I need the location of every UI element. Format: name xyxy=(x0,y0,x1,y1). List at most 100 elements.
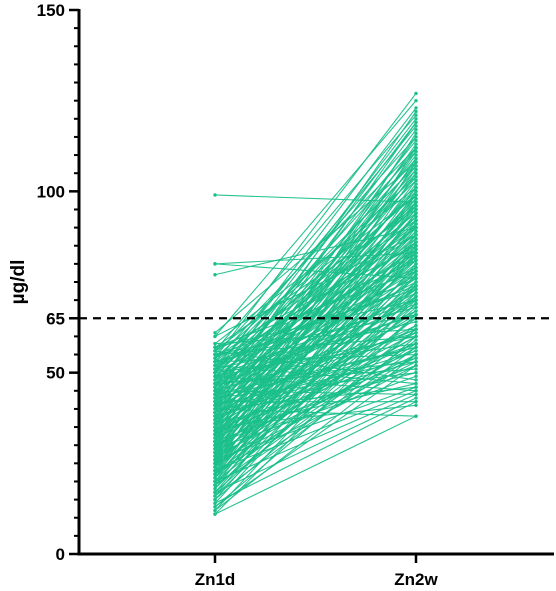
point-zn2w xyxy=(414,233,418,237)
point-zn2w xyxy=(414,146,418,150)
point-zn2w xyxy=(414,240,418,244)
point-zn2w xyxy=(414,225,418,230)
pair-line xyxy=(214,227,417,370)
point-zn1d xyxy=(213,465,217,469)
y-tick-label: 65 xyxy=(46,309,65,328)
x-tick-label: Zn2w xyxy=(394,570,438,589)
point-zn2w xyxy=(414,109,418,114)
y-tick-label: 50 xyxy=(46,364,65,383)
point-zn1d xyxy=(213,472,217,476)
point-zn2w xyxy=(414,171,418,175)
point-zn1d xyxy=(213,331,217,335)
point-zn2w xyxy=(414,305,418,310)
point-zn2w xyxy=(414,298,418,302)
pair-line xyxy=(214,335,417,377)
point-zn2w xyxy=(414,193,418,197)
pair-line xyxy=(214,346,417,497)
point-zn2w xyxy=(414,331,418,335)
point-zn2w xyxy=(414,338,418,342)
y-tick-label: 150 xyxy=(37,1,65,20)
point-zn2w xyxy=(414,149,418,154)
point-zn1d xyxy=(213,356,217,360)
point-zn1d xyxy=(213,381,217,386)
pair-line xyxy=(214,118,417,381)
pair-line xyxy=(214,194,417,464)
point-zn2w xyxy=(414,182,418,186)
point-zn2w xyxy=(414,229,418,233)
pair-line xyxy=(214,314,417,356)
pair-line xyxy=(214,191,417,471)
point-zn2w xyxy=(414,218,418,223)
point-zn1d xyxy=(213,501,217,505)
point-zn1d xyxy=(213,367,217,371)
point-zn1d xyxy=(213,425,217,429)
point-zn2w xyxy=(414,269,418,273)
pair-line xyxy=(214,212,417,475)
pair-line xyxy=(214,114,417,352)
point-zn2w xyxy=(414,215,418,219)
point-zn1d xyxy=(213,487,217,491)
point-zn2w xyxy=(414,378,418,382)
point-zn1d xyxy=(213,399,217,404)
point-zn1d xyxy=(213,461,217,466)
pair-line xyxy=(214,107,417,373)
point-zn2w xyxy=(414,160,418,165)
point-zn2w xyxy=(414,345,418,349)
point-zn2w xyxy=(414,320,418,324)
pair-lines xyxy=(214,93,417,515)
point-zn1d xyxy=(213,505,217,509)
x-tick-label: Zn1d xyxy=(195,570,236,589)
y-axis-title: µg/dl xyxy=(8,260,29,305)
pair-line xyxy=(214,245,417,490)
point-zn2w xyxy=(414,294,418,299)
pair-line xyxy=(214,390,417,472)
point-zn2w xyxy=(414,309,418,313)
pair-line xyxy=(214,158,417,450)
point-zn1d xyxy=(213,468,217,473)
point-zn2w xyxy=(414,367,418,371)
pair-line xyxy=(214,122,417,410)
pair-line xyxy=(214,343,417,475)
point-zn2w xyxy=(414,196,418,201)
pair-line xyxy=(214,296,417,464)
point-zn2w xyxy=(414,287,418,291)
pair-line xyxy=(214,274,417,500)
point-zn2w xyxy=(414,156,418,161)
point-zn1d xyxy=(213,454,217,458)
point-zn2w xyxy=(414,142,418,146)
point-zn1d xyxy=(213,349,217,353)
point-zn2w xyxy=(414,178,418,183)
point-zn2w xyxy=(414,265,418,270)
point-zn1d xyxy=(213,414,217,418)
pair-line xyxy=(214,354,417,486)
point-zn1d xyxy=(213,273,217,277)
pair-line xyxy=(214,133,417,442)
point-zn2w xyxy=(414,356,418,360)
pair-line xyxy=(214,187,417,453)
pair-line xyxy=(214,401,417,504)
pair-line xyxy=(214,350,417,381)
pair-line xyxy=(214,404,417,428)
point-zn2w xyxy=(414,251,418,255)
pair-line xyxy=(214,314,417,385)
point-zn2w xyxy=(414,302,418,306)
pair-line xyxy=(214,111,417,399)
point-zn1d xyxy=(213,490,217,495)
point-zn1d xyxy=(213,447,217,451)
point-zn2w xyxy=(414,349,418,353)
point-zn1d xyxy=(213,418,217,422)
pair-points xyxy=(213,91,418,516)
point-zn2w xyxy=(414,204,418,208)
pair-line xyxy=(214,100,417,337)
pair-line xyxy=(214,314,417,515)
point-zn1d xyxy=(213,443,217,447)
pair-line xyxy=(214,162,417,468)
point-zn2w xyxy=(414,385,418,389)
point-zn1d xyxy=(213,450,217,455)
point-zn1d xyxy=(213,378,217,382)
point-zn2w xyxy=(414,389,418,393)
point-zn2w xyxy=(414,186,418,190)
point-zn2w xyxy=(414,91,418,96)
point-zn2w xyxy=(414,414,418,418)
